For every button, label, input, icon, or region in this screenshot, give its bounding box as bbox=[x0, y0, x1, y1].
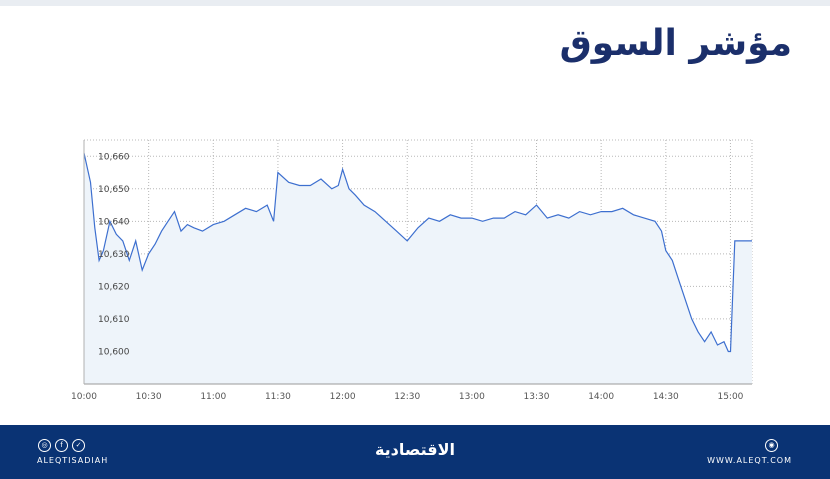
y-tick-label: 10,660 bbox=[98, 152, 130, 162]
y-tick-label: 10,620 bbox=[98, 282, 130, 292]
page-title: مؤشر السوق bbox=[559, 23, 792, 64]
top-rule bbox=[0, 0, 830, 6]
series-area bbox=[84, 153, 752, 384]
x-tick-label: 15:00 bbox=[717, 392, 743, 402]
x-tick-label: 11:30 bbox=[265, 392, 291, 402]
website-url[interactable]: WWW.ALEQT.COM bbox=[707, 456, 792, 465]
y-tick-labels: 10,600 10,610 10,620 10,630 10,640 10,650 10,6… bbox=[98, 152, 130, 357]
y-tick-label: 10,600 bbox=[98, 347, 130, 357]
x-tick-label: 13:30 bbox=[524, 392, 550, 402]
facebook-icon[interactable]: f bbox=[55, 439, 68, 452]
instagram-icon[interactable]: ◎ bbox=[38, 439, 51, 452]
social-handle[interactable]: ALEQTISADIAH bbox=[37, 456, 109, 465]
x-tick-labels: 10:00 10:30 11:00 11:30 12:00 12:30 13:00 13:30… bbox=[71, 392, 744, 402]
x-tick-label: 10:00 bbox=[71, 392, 97, 402]
globe-icon: ◉ bbox=[765, 439, 778, 452]
series-line bbox=[83, 152, 752, 353]
x-tick-label: 14:00 bbox=[588, 392, 614, 402]
y-tick-label: 10,610 bbox=[98, 315, 130, 325]
market-index-chart: 10,600 10,610 10,620 10,630 10,640 10,650 10,6… bbox=[71, 139, 753, 402]
social-icons: ◎ f ✓ bbox=[38, 439, 85, 452]
x-tick-label: 12:30 bbox=[394, 392, 420, 402]
footer-bar: ◎ f ✓ ALEQTISADIAH الاقتصادية ◉ WWW.ALEQ… bbox=[0, 425, 830, 479]
x-tick-label: 11:00 bbox=[200, 392, 226, 402]
brand-logo: الاقتصادية bbox=[374, 440, 456, 459]
x-tick-label: 13:00 bbox=[459, 392, 485, 402]
twitter-icon[interactable]: ✓ bbox=[72, 439, 85, 452]
y-tick-label: 10,650 bbox=[98, 185, 130, 195]
y-tick-label: 10,630 bbox=[98, 250, 130, 260]
y-tick-label: 10,640 bbox=[98, 217, 130, 227]
x-tick-label: 10:30 bbox=[136, 392, 162, 402]
x-tick-label: 14:30 bbox=[653, 392, 679, 402]
x-tick-label: 12:00 bbox=[330, 392, 356, 402]
